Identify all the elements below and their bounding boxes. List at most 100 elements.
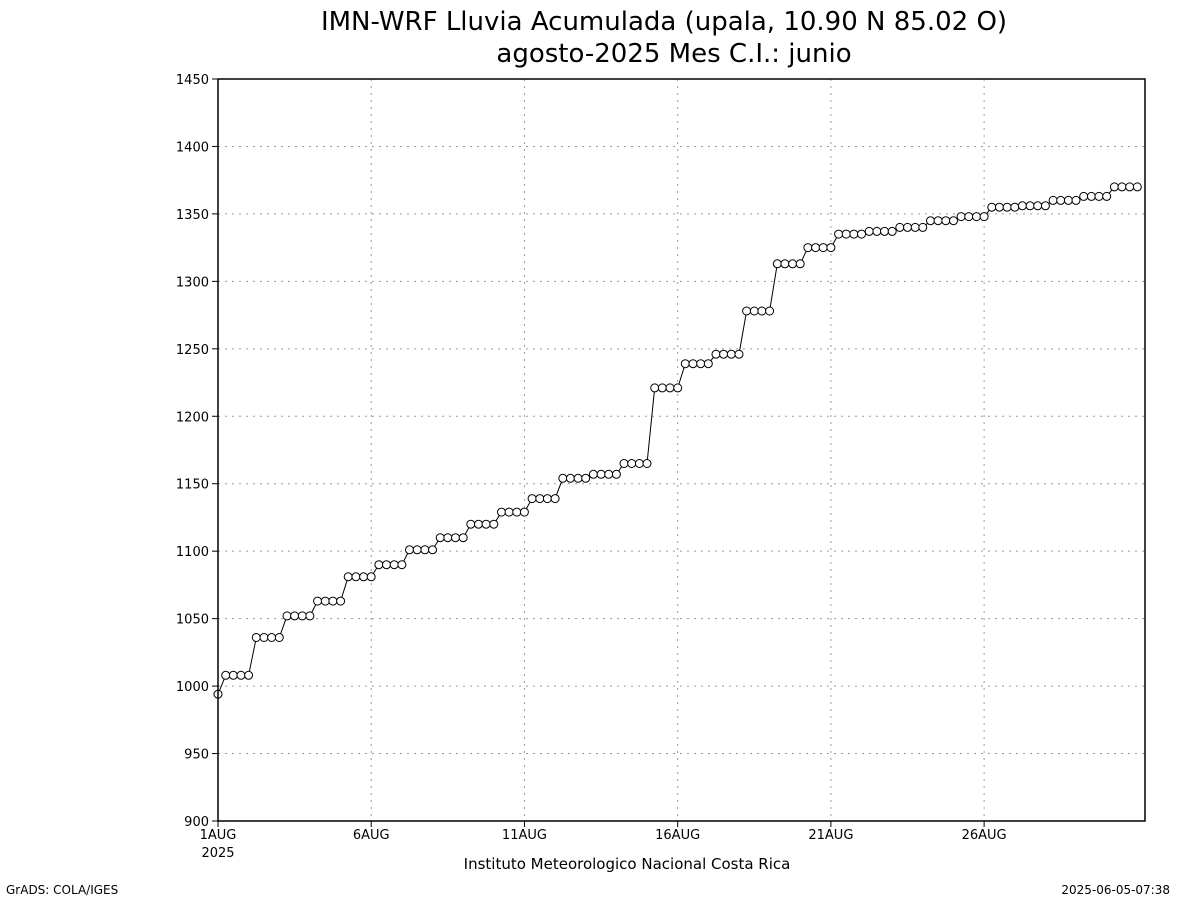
data-point bbox=[274, 633, 284, 642]
x-tick-label: 6AUG bbox=[353, 828, 390, 843]
data-point bbox=[1125, 182, 1135, 192]
data-point bbox=[772, 259, 782, 269]
data-point bbox=[726, 349, 736, 359]
y-tick-label: 1300 bbox=[176, 275, 209, 290]
data-point bbox=[351, 572, 361, 582]
data-point bbox=[864, 226, 874, 236]
data-point bbox=[611, 469, 621, 479]
data-point bbox=[328, 596, 338, 606]
y-tick-label: 1350 bbox=[176, 208, 209, 223]
y-tick-label: 1150 bbox=[176, 478, 209, 493]
data-point bbox=[788, 259, 798, 269]
data-point bbox=[435, 533, 445, 543]
data-point bbox=[228, 670, 238, 680]
y-tick-label: 1250 bbox=[176, 343, 209, 358]
data-point bbox=[1109, 182, 1119, 192]
y-tick-label: 1200 bbox=[176, 410, 209, 425]
data-point bbox=[941, 216, 951, 226]
data-point bbox=[1102, 191, 1112, 201]
data-point bbox=[634, 459, 644, 468]
data-point bbox=[734, 349, 744, 359]
data-point bbox=[757, 306, 767, 316]
data-point bbox=[1056, 195, 1066, 205]
data-point bbox=[458, 533, 468, 543]
data-point bbox=[1017, 201, 1027, 211]
data-point bbox=[1079, 191, 1089, 201]
data-point bbox=[811, 243, 821, 253]
data-point bbox=[887, 226, 897, 236]
data-point bbox=[343, 572, 353, 582]
data-point bbox=[604, 469, 614, 479]
data-point bbox=[1132, 182, 1142, 192]
data-point bbox=[742, 306, 752, 316]
data-point bbox=[428, 545, 437, 555]
data-point bbox=[336, 596, 346, 606]
data-point bbox=[972, 212, 981, 222]
data-point bbox=[910, 222, 920, 232]
data-point bbox=[558, 473, 568, 483]
data-point bbox=[1040, 201, 1050, 211]
data-point bbox=[680, 359, 690, 369]
data-point bbox=[573, 473, 583, 483]
y-tick-label: 1450 bbox=[176, 73, 209, 88]
data-point bbox=[481, 519, 491, 529]
data-point bbox=[313, 596, 323, 606]
data-point bbox=[236, 670, 246, 680]
y-tick-label: 1100 bbox=[176, 545, 209, 560]
y-tick-label: 1000 bbox=[176, 680, 209, 695]
y-tick-label: 1050 bbox=[176, 613, 209, 628]
data-point bbox=[1048, 195, 1058, 205]
data-point bbox=[420, 545, 430, 555]
data-point bbox=[221, 670, 231, 680]
data-point bbox=[903, 222, 912, 232]
data-point bbox=[657, 383, 667, 393]
footer-right: 2025-06-05-07:38 bbox=[1061, 883, 1170, 897]
x-axis: 1AUG 2025 6AUG 11AUG 16AUG 21AUG 26AUG bbox=[200, 821, 1007, 861]
x-tick-label: 21AUG bbox=[808, 828, 853, 843]
data-point bbox=[512, 507, 522, 517]
data-point bbox=[650, 383, 660, 393]
data-point bbox=[719, 349, 729, 359]
x-axis-label: Instituto Meteorologico Nacional Costa R… bbox=[464, 855, 791, 873]
data-point bbox=[849, 229, 859, 239]
data-point bbox=[1094, 191, 1104, 201]
data-point bbox=[688, 359, 698, 369]
data-point bbox=[374, 560, 384, 570]
data-point bbox=[535, 494, 545, 504]
data-point bbox=[489, 519, 499, 529]
data-point bbox=[1002, 202, 1012, 212]
data-point bbox=[282, 611, 292, 621]
data-point bbox=[297, 611, 307, 621]
grid bbox=[218, 79, 1145, 821]
x-tick-label: 1AUG bbox=[200, 828, 237, 843]
series-points bbox=[213, 182, 1142, 699]
x-tick-label: 11AUG bbox=[502, 828, 547, 843]
data-point bbox=[397, 560, 407, 570]
data-point bbox=[1010, 202, 1020, 212]
data-point bbox=[956, 212, 966, 222]
x-tick-label: 26AUG bbox=[962, 828, 1007, 843]
data-point bbox=[673, 383, 683, 393]
data-point bbox=[1071, 195, 1081, 205]
data-point bbox=[880, 226, 889, 236]
data-point bbox=[1025, 201, 1035, 211]
data-point bbox=[359, 572, 369, 582]
data-point bbox=[696, 359, 706, 369]
data-point bbox=[581, 473, 591, 483]
data-point bbox=[765, 306, 775, 316]
data-point bbox=[305, 611, 315, 621]
x-tick-sublabel: 2025 bbox=[201, 846, 234, 861]
data-point bbox=[1086, 191, 1096, 201]
data-point bbox=[542, 494, 552, 504]
data-point bbox=[619, 459, 629, 468]
data-point bbox=[926, 216, 935, 226]
footer-left: GrADS: COLA/IGES bbox=[6, 883, 118, 897]
data-point bbox=[497, 507, 506, 517]
data-point bbox=[466, 519, 476, 529]
chart-title: IMN-WRF Lluvia Acumulada (upala, 10.90 N… bbox=[321, 7, 1007, 37]
data-point bbox=[565, 473, 575, 483]
x-tick-label: 16AUG bbox=[655, 828, 700, 843]
data-point bbox=[964, 212, 974, 222]
